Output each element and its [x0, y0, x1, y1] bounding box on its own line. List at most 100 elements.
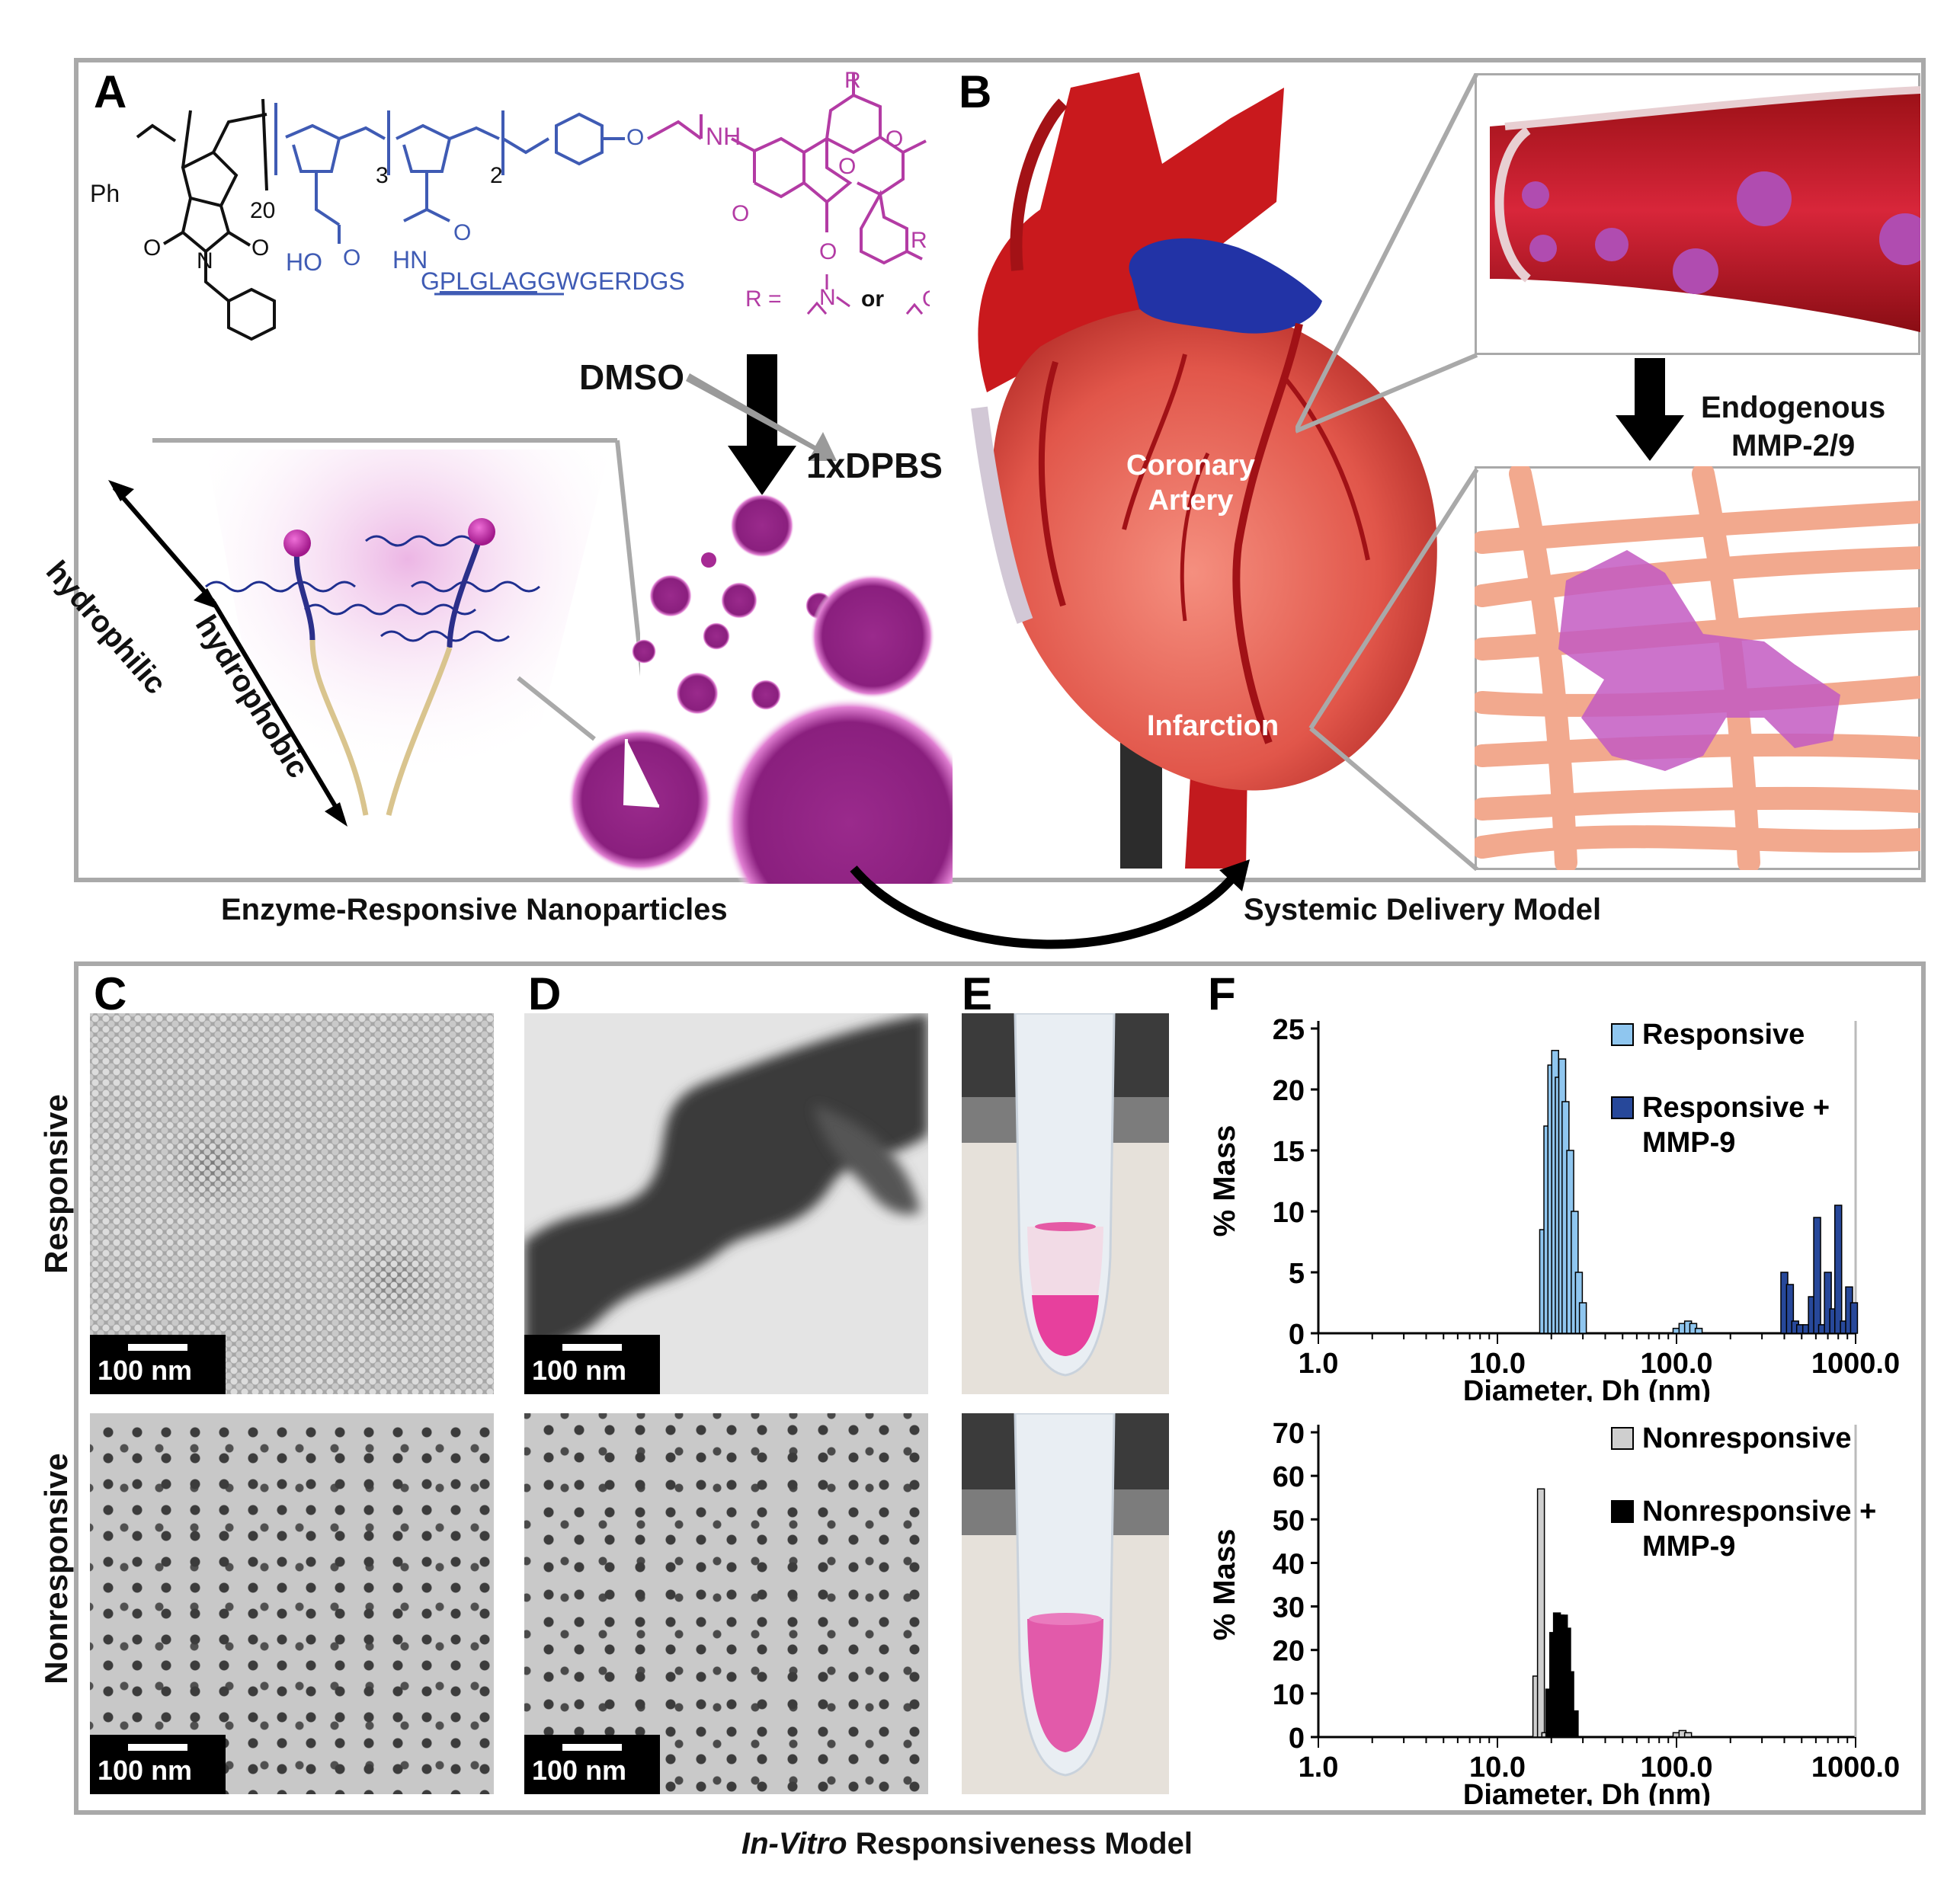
bar — [1824, 1272, 1832, 1334]
legend-label: Responsive + — [1642, 1092, 1830, 1124]
scalebar: 100 nm — [90, 1735, 226, 1794]
y-tick-label: 40 — [1273, 1548, 1305, 1580]
hn-label: HN — [392, 246, 428, 274]
legend-label: MMP-9 — [1642, 1531, 1735, 1563]
vessel-inset — [1475, 73, 1920, 355]
x-tick-label: 10.0 — [1469, 1348, 1526, 1380]
y-tick-label: 10 — [1273, 1197, 1305, 1229]
scalebar: 100 nm — [90, 1335, 226, 1394]
heart-illustration — [971, 72, 1437, 869]
bar — [1833, 1205, 1843, 1334]
coronary-line-1: Coronary — [1126, 450, 1255, 481]
legend-swatch — [1611, 1096, 1634, 1119]
fluor-o-2: O — [838, 154, 856, 179]
y-tick-label: 25 — [1273, 1014, 1305, 1046]
amphiphile-schematic — [108, 438, 640, 827]
imide-n: N — [197, 248, 213, 274]
caption-invitro-rest: Responsiveness Model — [847, 1827, 1193, 1860]
x-axis-label: Diameter, Dh (nm) — [1463, 1375, 1711, 1402]
carbonyl-o-1: O — [143, 235, 161, 261]
chart-dls-responsive: 0 5 10 15 20 25 1.0 10.0 100.0 1000.0 Diameter, Dh… — [1208, 1014, 1900, 1402]
inset-connectors — [1295, 73, 1478, 872]
dpbs-label: 1xDPBS — [806, 446, 943, 485]
bar — [1571, 1710, 1579, 1738]
fluor-o-1: O — [732, 201, 749, 226]
y-tick-label: 15 — [1273, 1136, 1305, 1168]
x-tick-label: 1.0 — [1299, 1752, 1339, 1784]
carboxyl-o: O — [343, 245, 360, 270]
tem-d-nonresponsive: 100 nm — [524, 1413, 928, 1794]
x-tick-label: 100.0 — [1640, 1348, 1712, 1380]
y-tick-label: 30 — [1273, 1592, 1305, 1624]
panel-label-d: D — [528, 968, 562, 1019]
bottom-panel-frame — [74, 961, 1926, 1815]
row-label-responsive: Responsive — [38, 1094, 74, 1274]
nh-label: NH — [706, 123, 741, 150]
legend-label: Nonresponsive — [1642, 1422, 1852, 1454]
o-linker: O — [626, 125, 644, 150]
endogenous-label: Endogenous MMP-2/9 — [1701, 389, 1885, 465]
x-tick-label: 10.0 — [1469, 1752, 1526, 1784]
panel-label-c: C — [94, 968, 127, 1019]
tem-d-responsive: 100 nm — [524, 1013, 928, 1394]
carbonyl-o-2: O — [251, 235, 269, 261]
x-axis-label: Diameter, Dh (nm) — [1463, 1779, 1711, 1806]
legend-swatch — [1611, 1023, 1634, 1046]
bar — [1578, 1302, 1587, 1334]
chart-dls-nonresponsive: 0 10 20 30 40 50 60 70 1.0 10.0 100.0 1000.0 Diamete… — [1208, 1418, 1900, 1806]
tem-c-nonresponsive: 100 nm — [90, 1413, 494, 1794]
fibrosis-inset — [1475, 466, 1920, 870]
bar — [1694, 1327, 1703, 1334]
amide-o: O — [453, 220, 471, 245]
ph-label: Ph — [90, 180, 120, 207]
r-definition: R = — [745, 286, 782, 312]
polymer-structure: Ph 20 O N O 3 2 HO O HN O O GPLGLAGGWGER… — [90, 69, 930, 341]
repeat-20: 20 — [250, 198, 275, 223]
scalebar: 100 nm — [524, 1735, 660, 1794]
y-tick-label: 20 — [1273, 1636, 1305, 1668]
y-tick-label: 0 — [1289, 1319, 1305, 1351]
curved-arrow — [850, 859, 1250, 949]
bar — [1813, 1217, 1821, 1334]
caption-invitro-italic: In-Vitro — [741, 1827, 847, 1860]
fluor-o-4: O — [819, 239, 837, 264]
panel-label-a: A — [94, 66, 127, 117]
r-top: R — [844, 69, 861, 93]
x-tick-label: 100.0 — [1640, 1752, 1712, 1784]
endogenous-line-1: Endogenous — [1701, 391, 1886, 424]
bar — [1566, 1671, 1574, 1738]
fluor-o-3: O — [886, 126, 903, 152]
y-tick-label: 50 — [1273, 1505, 1305, 1537]
ho-label: HO — [286, 248, 322, 276]
endogenous-line-2: MMP-2/9 — [1731, 429, 1856, 462]
legend-label: Responsive — [1642, 1019, 1805, 1051]
panel-label-b: B — [959, 66, 992, 117]
solvent-exchange-arrow — [686, 373, 837, 461]
y-tick-label: 5 — [1289, 1258, 1305, 1290]
caption-enzyme-responsive: Enzyme-Responsive Nanoparticles — [221, 893, 728, 926]
legend-label: Nonresponsive + — [1642, 1496, 1876, 1528]
down-arrow-black — [728, 354, 796, 495]
y-tick-label: 20 — [1273, 1075, 1305, 1107]
infarction-label: Infarction — [1147, 710, 1279, 742]
y-tick-label: 60 — [1273, 1461, 1305, 1493]
aggregate-texture — [524, 1013, 928, 1364]
bar — [1683, 1732, 1693, 1738]
repeat-3: 3 — [376, 163, 389, 188]
nanoparticle-cluster — [568, 494, 953, 884]
panel-label-f: F — [1208, 968, 1236, 1019]
scalebar: 100 nm — [524, 1335, 660, 1394]
y-tick-label: 0 — [1289, 1723, 1305, 1755]
coronary-artery-label: Coronary Artery — [1126, 448, 1255, 518]
y-tick-label: 70 — [1273, 1418, 1305, 1450]
coronary-line-2: Artery — [1148, 485, 1234, 517]
bar — [1850, 1302, 1859, 1334]
peptide-sequence: GPLGLAGGWGERDGS — [421, 267, 685, 295]
x-tick-label: 1000.0 — [1811, 1348, 1900, 1380]
r-right: R — [911, 228, 927, 253]
solvent-arrows — [686, 354, 837, 495]
dmso-label: DMSO — [579, 357, 684, 397]
endogenous-arrow — [1616, 358, 1684, 461]
legend-swatch — [1611, 1500, 1634, 1523]
row-label-nonresponsive: Nonresponsive — [38, 1453, 74, 1684]
